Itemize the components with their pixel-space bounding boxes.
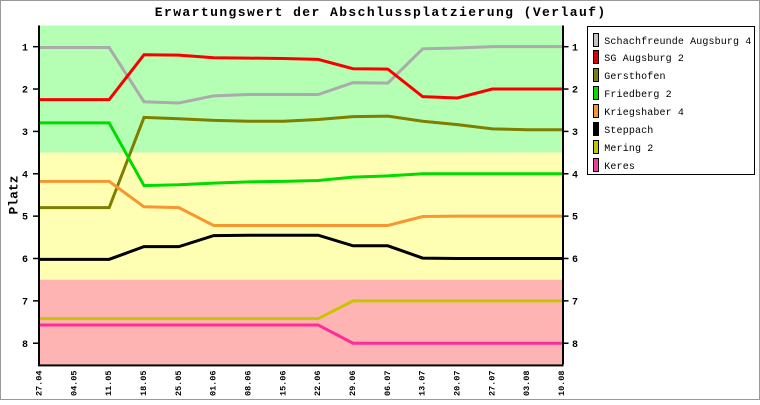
svg-text:6: 6 [572, 255, 578, 266]
svg-text:1: 1 [22, 43, 28, 54]
svg-text:6: 6 [22, 255, 28, 266]
svg-text:10.08: 10.08 [557, 371, 567, 397]
svg-text:18.05: 18.05 [139, 371, 149, 397]
svg-text:06.07: 06.07 [383, 371, 393, 397]
svg-text:20.07: 20.07 [453, 371, 463, 397]
svg-text:5: 5 [572, 213, 578, 224]
svg-text:4: 4 [572, 170, 578, 181]
svg-text:7: 7 [572, 297, 578, 308]
svg-text:Schachfreunde Augsburg 4: Schachfreunde Augsburg 4 [604, 36, 751, 48]
svg-text:27.04: 27.04 [35, 371, 45, 397]
svg-text:29.06: 29.06 [348, 371, 358, 397]
svg-text:03.08: 03.08 [522, 371, 532, 397]
svg-text:01.06: 01.06 [209, 371, 219, 397]
svg-text:SG Augsburg 2: SG Augsburg 2 [604, 53, 684, 65]
svg-text:1: 1 [572, 43, 578, 54]
svg-text:Steppach: Steppach [604, 125, 653, 137]
svg-text:5: 5 [22, 213, 28, 224]
svg-text:8: 8 [572, 340, 578, 351]
svg-text:3: 3 [22, 128, 28, 139]
svg-text:4: 4 [22, 170, 28, 181]
svg-text:Erwartungswert der Abschlusspl: Erwartungswert der Abschlussplatzierung … [155, 5, 607, 20]
svg-text:13.07: 13.07 [418, 371, 428, 397]
svg-text:Mering 2: Mering 2 [604, 143, 653, 155]
svg-text:8: 8 [22, 340, 28, 351]
svg-text:Friedberg 2: Friedberg 2 [604, 89, 671, 101]
svg-text:2: 2 [572, 86, 578, 97]
svg-text:Keres: Keres [604, 162, 635, 173]
svg-text:Gersthofen: Gersthofen [604, 71, 665, 83]
svg-text:22.06: 22.06 [313, 371, 323, 397]
svg-text:2: 2 [22, 86, 28, 97]
svg-text:15.06: 15.06 [278, 371, 288, 397]
svg-text:04.05: 04.05 [69, 371, 79, 397]
svg-text:08.06: 08.06 [244, 371, 254, 397]
svg-text:25.05: 25.05 [174, 371, 184, 397]
svg-text:27.07: 27.07 [487, 371, 497, 397]
svg-text:3: 3 [572, 128, 578, 139]
svg-text:Kriegshaber 4: Kriegshaber 4 [604, 107, 684, 119]
svg-text:11.05: 11.05 [104, 371, 114, 397]
svg-text:7: 7 [22, 297, 28, 308]
svg-text:Platz: Platz [7, 175, 22, 214]
